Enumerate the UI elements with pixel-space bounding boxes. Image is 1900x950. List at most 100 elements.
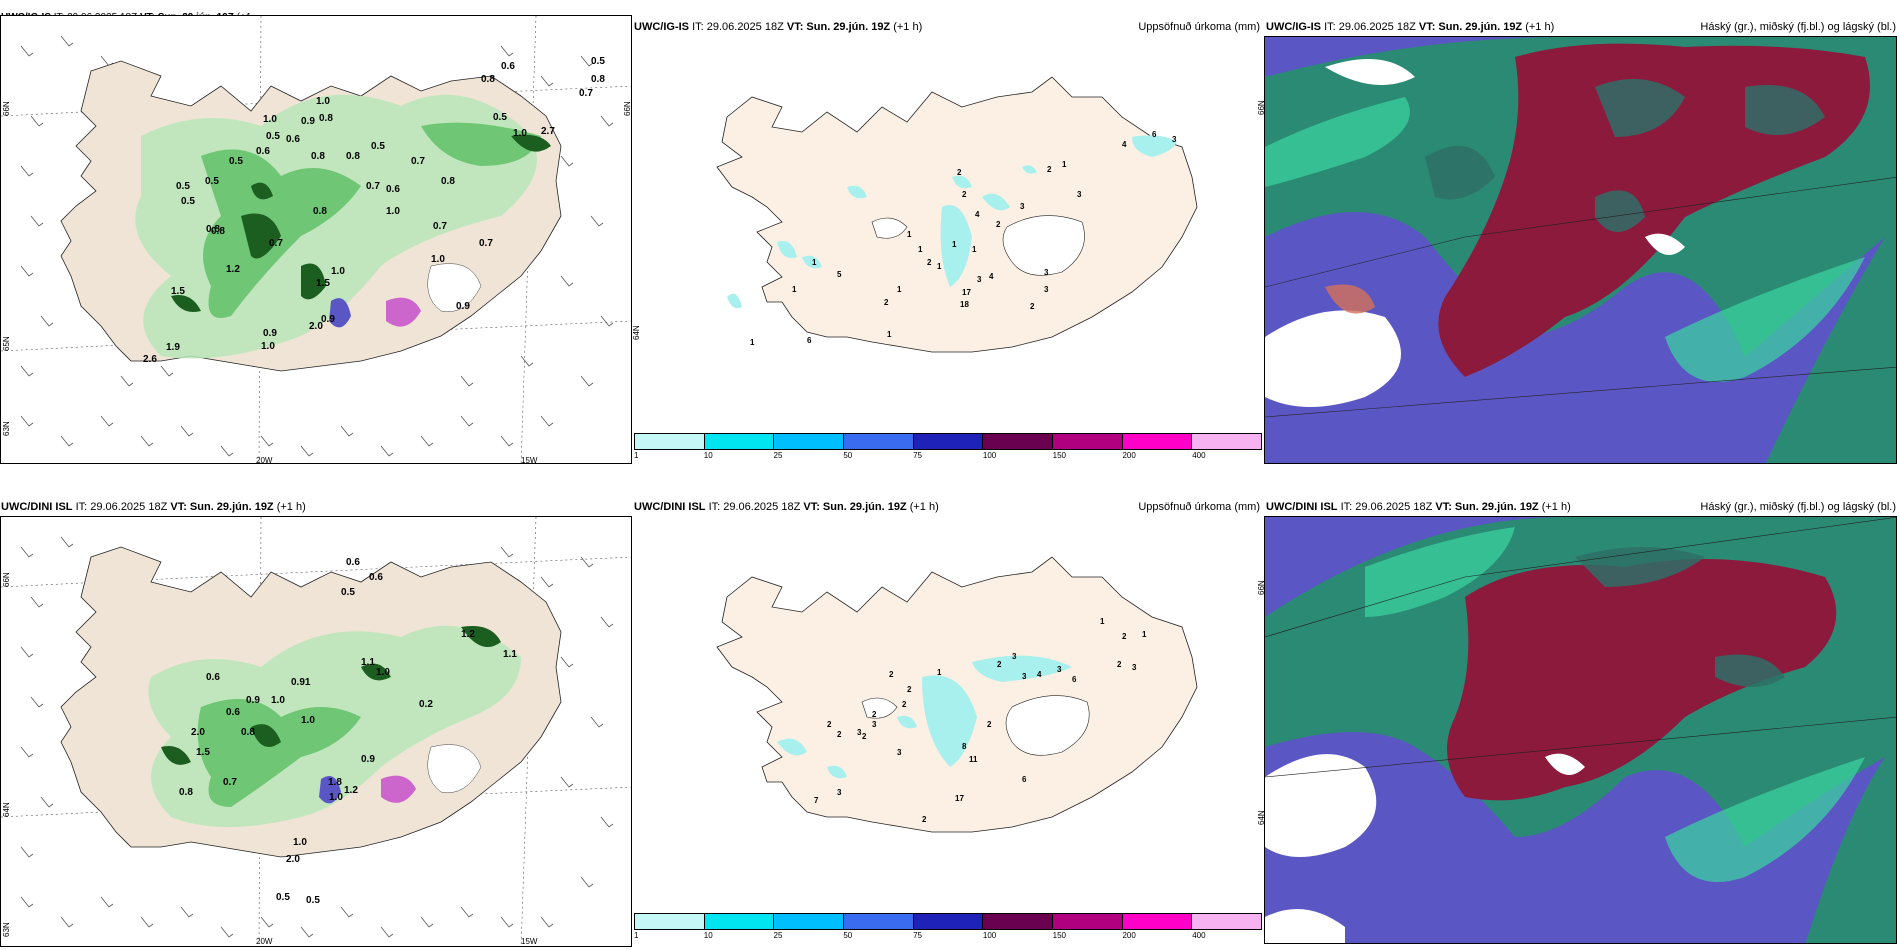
precip-value: 1 <box>1100 617 1105 626</box>
wind-value: 2.0 <box>191 727 205 738</box>
precip-value: 2 <box>987 720 992 729</box>
lat-label: 64N <box>2 802 11 817</box>
colorbar-swatch <box>1192 434 1262 449</box>
wind-value: 1.0 <box>376 667 390 678</box>
wind-value: 1.2 <box>226 264 240 275</box>
precip-value: 6 <box>1022 775 1027 784</box>
wind-value: 2.0 <box>286 854 300 865</box>
row2-middle-header: UWC/DINI ISL IT: 29.06.2025 18Z VT: Sun.… <box>634 501 1260 513</box>
wind-value: 1.0 <box>316 96 330 107</box>
lon-label: 15W <box>521 456 538 464</box>
wind-value: 1.0 <box>263 114 277 125</box>
wind-value: 0.5 <box>371 141 385 152</box>
precip-value: 2 <box>889 670 894 679</box>
wind-value: 0.6 <box>256 146 270 157</box>
wind-value: 1.8 <box>328 777 342 788</box>
precip-value: 11 <box>969 755 978 764</box>
precip-value: 18 <box>960 300 969 309</box>
colorbar <box>634 913 1262 930</box>
lat-label: 63N <box>2 421 11 436</box>
precip-value: 3 <box>1172 135 1177 144</box>
precip-value: 3 <box>837 788 842 797</box>
wind-value: 1.2 <box>461 629 475 640</box>
precip-value: 7 <box>814 796 819 805</box>
precip-value: 2 <box>1117 660 1122 669</box>
precip-areas <box>727 135 1177 309</box>
colorbar-label: 150 <box>1052 451 1067 460</box>
wind-value: 0.7 <box>433 221 447 232</box>
row2-right-panel: UWC/DINI ISL IT: 29.06.2025 18Z VT: Sun.… <box>1264 495 1900 950</box>
cloud-map-svg <box>1265 517 1896 943</box>
precip-value: 2 <box>872 710 877 719</box>
colorbar-labels: 1 10 25 50 75 100 150 200 400 <box>634 931 1262 941</box>
wind-barbs <box>20 35 614 457</box>
precip-value: 1 <box>750 338 755 347</box>
colorbar-label: 400 <box>1192 931 1206 940</box>
wind-value: 0.7 <box>411 156 425 167</box>
wind-precip-map-svg <box>1 16 631 463</box>
precip-value: 3 <box>1057 665 1062 674</box>
colorbar-swatch <box>774 914 845 929</box>
precip-value: 2 <box>996 220 1001 229</box>
precip-value: 1 <box>887 330 892 339</box>
wind-value: 0.8 <box>319 113 333 124</box>
cloud-map-svg <box>1265 37 1896 463</box>
row2-left-panel: UWC/DINI ISL IT: 29.06.2025 18Z VT: Sun.… <box>0 480 632 950</box>
colorbar-label: 1 <box>634 931 639 940</box>
map-title: Háský (gr.), miðský (fj.bl.) og lágský (… <box>1700 21 1896 33</box>
wind-value: 1.0 <box>331 266 345 277</box>
precip-value: 5 <box>837 270 842 279</box>
row1-cloud-map[interactable] <box>1264 36 1897 464</box>
precip-value: 2 <box>1030 302 1035 311</box>
wind-value: 2.6 <box>143 354 157 365</box>
wind-value: 0.7 <box>223 777 237 788</box>
wind-barbs <box>20 536 614 938</box>
precip-value: 3 <box>977 275 982 284</box>
precip-map-svg: 4 6 3 2 1 2 3 4 3 2 2 1 1 1 1 2 1 3 4 3 … <box>716 76 1198 353</box>
colorbar-swatch <box>1192 914 1262 929</box>
wind-value: 0.5 <box>266 131 280 142</box>
precip-value: 3 <box>857 728 862 737</box>
lon-label: 20W <box>256 937 273 946</box>
precip-value: 3 <box>872 720 877 729</box>
colorbar-swatch <box>1053 434 1123 449</box>
wind-value: 1.0 <box>301 715 315 726</box>
wind-value: 1.5 <box>196 747 210 758</box>
colorbar-label: 75 <box>913 931 923 940</box>
wind-value: 2.0 <box>309 321 323 332</box>
precip-value: 4 <box>975 210 980 219</box>
precip-value: 17 <box>962 288 971 297</box>
precip-areas <box>135 94 551 413</box>
row2-wind-map[interactable]: 0.6 0.6 0.5 1.2 1.1 0.6 0.91 1.0 1.1 1.0… <box>0 516 632 947</box>
colorbar-label: 75 <box>913 451 923 460</box>
row2-cloud-map[interactable] <box>1264 516 1897 944</box>
precip-value: 3 <box>1022 672 1027 681</box>
wind-value: 0.6 <box>386 184 400 195</box>
wind-value: 1.5 <box>316 278 330 289</box>
row1-right-panel: UWC/IG-IS IT: 29.06.2025 18Z VT: Sun. 29… <box>1264 15 1900 466</box>
wind-value: 0.9 <box>263 328 277 339</box>
row1-wind-map[interactable]: 0.5 0.6 0.8 0.8 0.7 0.5 1.0 2.7 1.0 0.9 … <box>0 15 632 464</box>
precip-value: 6 <box>807 336 812 345</box>
colorbar-swatch <box>704 434 775 449</box>
precip-areas <box>148 625 521 827</box>
wind-value: 0.6 <box>346 557 360 568</box>
wind-value: 0.8 <box>241 727 255 738</box>
precip-value: 1 <box>937 262 942 271</box>
precip-value: 2 <box>1047 165 1052 174</box>
wind-value: 0.7 <box>269 238 283 249</box>
precip-value: 1 <box>792 285 797 294</box>
precip-value: 2 <box>862 732 867 741</box>
wind-value: 1.0 <box>431 254 445 265</box>
precip-value: 1 <box>907 230 912 239</box>
wind-value: 0.91 <box>291 677 311 688</box>
wind-value: 0.6 <box>369 572 383 583</box>
precip-value: 1 <box>897 285 902 294</box>
wind-value: 0.8 <box>179 787 193 798</box>
colorbar-swatch <box>1053 914 1123 929</box>
colorbar-swatch <box>1122 914 1193 929</box>
wind-value: 0.2 <box>419 699 433 710</box>
precip-map-svg: 1 2 1 2 3 2 3 4 3 6 3 1 2 2 2 2 2 3 2 3 … <box>716 556 1198 833</box>
glaciers <box>861 695 1090 756</box>
precip-value: 4 <box>1122 140 1127 149</box>
